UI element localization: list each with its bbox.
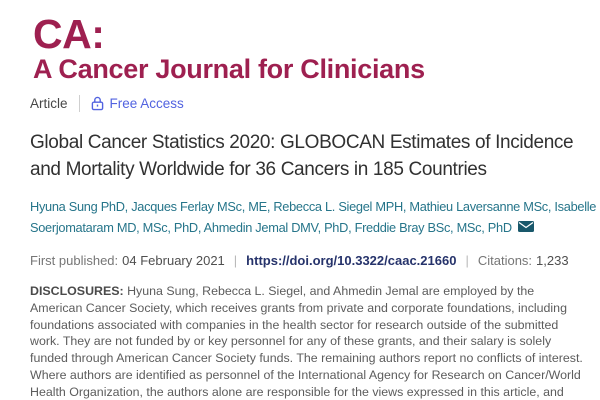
journal-logo-line1: CA: — [33, 11, 105, 57]
author-list-line2: Soerjomataram MD, MSc, PhD, Ahmedin Jema… — [30, 220, 512, 235]
journal-logo-line2: A Cancer Journal for Clinicians — [33, 54, 425, 84]
disclosures-paragraph-2: Where authors are identified as personne… — [30, 367, 581, 399]
article-title-line1: Global Cancer Statistics 2020: GLOBOCAN … — [30, 132, 574, 153]
journal-logo[interactable]: CA: A Cancer Journal for Clinicians — [0, 0, 600, 85]
first-published-date: 04 February 2021 — [122, 253, 225, 268]
disclosures-section: DISCLOSURES: Hyuna Sung, Rebecca L. Sieg… — [30, 283, 586, 400]
author-list-line1: Hyuna Sung PhD, Jacques Ferlay MSc, ME, … — [30, 199, 597, 214]
disclosures-text-1: Hyuna Sung, Rebecca L. Siegel, and Ahmed… — [30, 284, 583, 366]
article-type-label: Article — [30, 96, 68, 111]
first-published-label: First published: — [30, 253, 119, 268]
doi-link[interactable]: https://doi.org/10.3322/caac.21660 — [246, 253, 457, 268]
separator: | — [465, 253, 469, 268]
envelope-icon[interactable] — [517, 217, 534, 238]
meta-bar: Article Free Access — [30, 95, 600, 112]
meta-divider — [78, 95, 80, 112]
lock-icon — [91, 96, 104, 111]
article-title: Global Cancer Statistics 2020: GLOBOCAN … — [30, 129, 600, 183]
publication-info: First published: 04 February 2021 | http… — [30, 253, 600, 268]
citations-count: 1,233 — [536, 253, 569, 268]
disclosures-heading: DISCLOSURES: — [30, 284, 124, 298]
citations-label: Citations: — [477, 253, 533, 268]
article-title-line2: and Mortality Worldwide for 36 Cancers i… — [30, 159, 487, 180]
free-access-badge[interactable]: Free Access — [91, 96, 184, 111]
author-list-line2-row: Soerjomataram MD, MSc, PhD, Ahmedin Jema… — [30, 217, 570, 238]
journal-header: CA: A Cancer Journal for Clinicians — [0, 0, 600, 85]
separator: | — [233, 253, 238, 268]
disclosures-paragraph-1: DISCLOSURES: Hyuna Sung, Rebecca L. Sieg… — [30, 283, 586, 367]
free-access-label: Free Access — [109, 96, 184, 111]
author-list[interactable]: Hyuna Sung PhD, Jacques Ferlay MSc, ME, … — [30, 196, 597, 238]
